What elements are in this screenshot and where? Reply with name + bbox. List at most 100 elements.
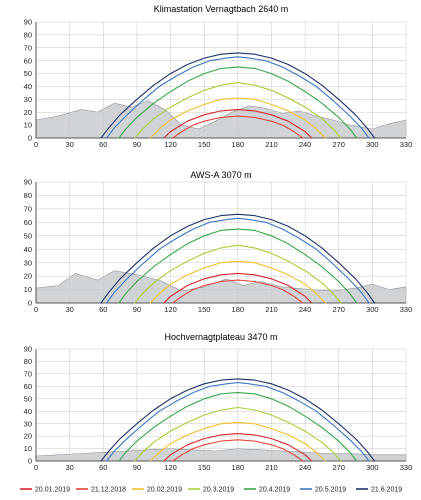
x-tick-label: 240 xyxy=(299,305,312,314)
x-tick-label: 120 xyxy=(164,463,177,472)
x-tick-label: 270 xyxy=(332,463,345,472)
y-tick-label: 70 xyxy=(24,43,32,52)
legend-label: 20.01.2019 xyxy=(35,487,70,494)
y-tick-label: 50 xyxy=(24,394,32,403)
y-tick-label: 10 xyxy=(24,121,32,130)
x-tick-label: 150 xyxy=(198,305,211,314)
x-tick-label: 30 xyxy=(65,140,73,149)
sun-path-line-20-3-2019 xyxy=(134,244,342,304)
sun-path-line-21-12-2018 xyxy=(172,439,304,462)
x-tick-label: 60 xyxy=(99,140,107,149)
sun-path-line-21-6-2019 xyxy=(100,52,376,139)
y-tick-label: 30 xyxy=(24,95,32,104)
x-tick-label: 180 xyxy=(232,140,245,149)
x-tick-label: 210 xyxy=(265,463,278,472)
sun-path-line-20-01-2019 xyxy=(163,272,313,304)
sun-path-line-20-3-2019 xyxy=(134,82,342,139)
sun-path-line-21-6-2019 xyxy=(100,213,376,304)
horizon-silhouette xyxy=(35,448,407,462)
y-tick-label: 20 xyxy=(24,272,32,281)
chart-title: AWS-A 3070 m xyxy=(190,170,251,180)
x-tick-label: 300 xyxy=(366,305,379,314)
y-tick-label: 0 xyxy=(28,457,32,466)
sun-path-line-20-4-2019 xyxy=(118,66,358,139)
chart-title: Hochvernagtplateau 3470 m xyxy=(164,332,277,342)
legend: 20.01.2019 21.12.2018 20.02.2019 20.3.2019 2… xyxy=(20,487,402,494)
y-tick-label: 20 xyxy=(24,108,32,117)
x-tick-label: 210 xyxy=(265,140,278,149)
y-tick-label: 60 xyxy=(24,218,32,227)
x-tick-label: 270 xyxy=(332,140,345,149)
legend-label: 20.3.2019 xyxy=(203,487,234,494)
x-tick-label: 90 xyxy=(133,140,141,149)
x-tick-label: 30 xyxy=(65,463,73,472)
x-tick-label: 120 xyxy=(164,305,177,314)
y-tick-label: 0 xyxy=(28,134,32,143)
x-tick-label: 180 xyxy=(232,463,245,472)
y-tick-label: 80 xyxy=(24,30,32,39)
x-tick-label: 60 xyxy=(99,305,107,314)
y-tick-label: 10 xyxy=(24,444,32,453)
chart-panel-1: Klimastation Vernagtbach 2640 m 0 10 20 30 40… xyxy=(24,4,413,149)
legend-label: 20.02.2019 xyxy=(147,487,182,494)
sun-path-line-20-5-2019 xyxy=(106,56,370,139)
x-tick-label: 270 xyxy=(332,305,345,314)
y-tick-label: 80 xyxy=(24,357,32,366)
y-tick-label: 70 xyxy=(24,204,32,213)
y-tick-label: 60 xyxy=(24,56,32,65)
y-tick-label: 80 xyxy=(24,191,32,200)
horizon-silhouette xyxy=(35,100,407,139)
x-tick-label: 150 xyxy=(198,140,211,149)
chart-panel-2: AWS-A 3070 m 0 10 20 30 40 50 60 70 80 90 0 30 60 90 12… xyxy=(24,170,413,314)
sun-path-line-21-12-2018 xyxy=(172,115,304,139)
y-tick-label: 70 xyxy=(24,369,32,378)
chart-title: Klimastation Vernagtbach 2640 m xyxy=(154,4,289,14)
sun-path-line-20-5-2019 xyxy=(106,217,370,304)
sun-path-line-20-5-2019 xyxy=(106,382,370,462)
x-tick-label: 90 xyxy=(133,305,141,314)
x-tick-label: 330 xyxy=(400,305,413,314)
y-tick-label: 50 xyxy=(24,69,32,78)
y-tick-label: 30 xyxy=(24,419,32,428)
x-tick-label: 120 xyxy=(164,140,177,149)
y-tick-label: 0 xyxy=(28,299,32,308)
sun-path-line-20-02-2019 xyxy=(149,260,326,304)
y-tick-label: 40 xyxy=(24,82,32,91)
legend-label: 21.6.2019 xyxy=(371,487,402,494)
x-tick-label: 0 xyxy=(34,463,38,472)
x-tick-label: 330 xyxy=(400,463,413,472)
x-tick-label: 210 xyxy=(265,305,278,314)
x-tick-label: 0 xyxy=(34,305,38,314)
sun-path-line-20-4-2019 xyxy=(118,228,358,304)
chart-panel-3: Hochvernagtplateau 3470 m 0 10 20 30 40 50 60 70… xyxy=(24,332,413,472)
sun-path-line-20-01-2019 xyxy=(163,109,313,139)
x-tick-label: 150 xyxy=(198,463,211,472)
horizon-silhouette xyxy=(35,270,407,304)
x-tick-label: 30 xyxy=(65,305,73,314)
x-tick-label: 60 xyxy=(99,463,107,472)
legend-label: 21.12.2018 xyxy=(91,487,126,494)
y-tick-label: 30 xyxy=(24,258,32,267)
y-tick-label: 50 xyxy=(24,231,32,240)
sun-path-line-20-02-2019 xyxy=(149,97,326,139)
x-tick-label: 240 xyxy=(299,463,312,472)
y-tick-label: 20 xyxy=(24,432,32,441)
y-tick-label: 40 xyxy=(24,407,32,416)
sun-path-line-20-01-2019 xyxy=(163,433,313,462)
x-tick-label: 300 xyxy=(366,140,379,149)
legend-label: 20.4.2019 xyxy=(259,487,290,494)
x-tick-label: 90 xyxy=(133,463,141,472)
sun-path-line-20-02-2019 xyxy=(149,421,326,462)
y-tick-label: 90 xyxy=(24,345,32,354)
y-tick-label: 60 xyxy=(24,382,32,391)
sun-path-line-21-6-2019 xyxy=(100,378,376,462)
x-tick-label: 0 xyxy=(34,140,38,149)
y-tick-label: 10 xyxy=(24,285,32,294)
sun-path-line-21-12-2018 xyxy=(172,279,304,304)
sun-path-line-20-3-2019 xyxy=(134,406,342,462)
y-tick-label: 40 xyxy=(24,245,32,254)
legend-label: 20.5.2019 xyxy=(315,487,346,494)
y-tick-label: 90 xyxy=(24,178,32,187)
x-tick-label: 180 xyxy=(232,305,245,314)
